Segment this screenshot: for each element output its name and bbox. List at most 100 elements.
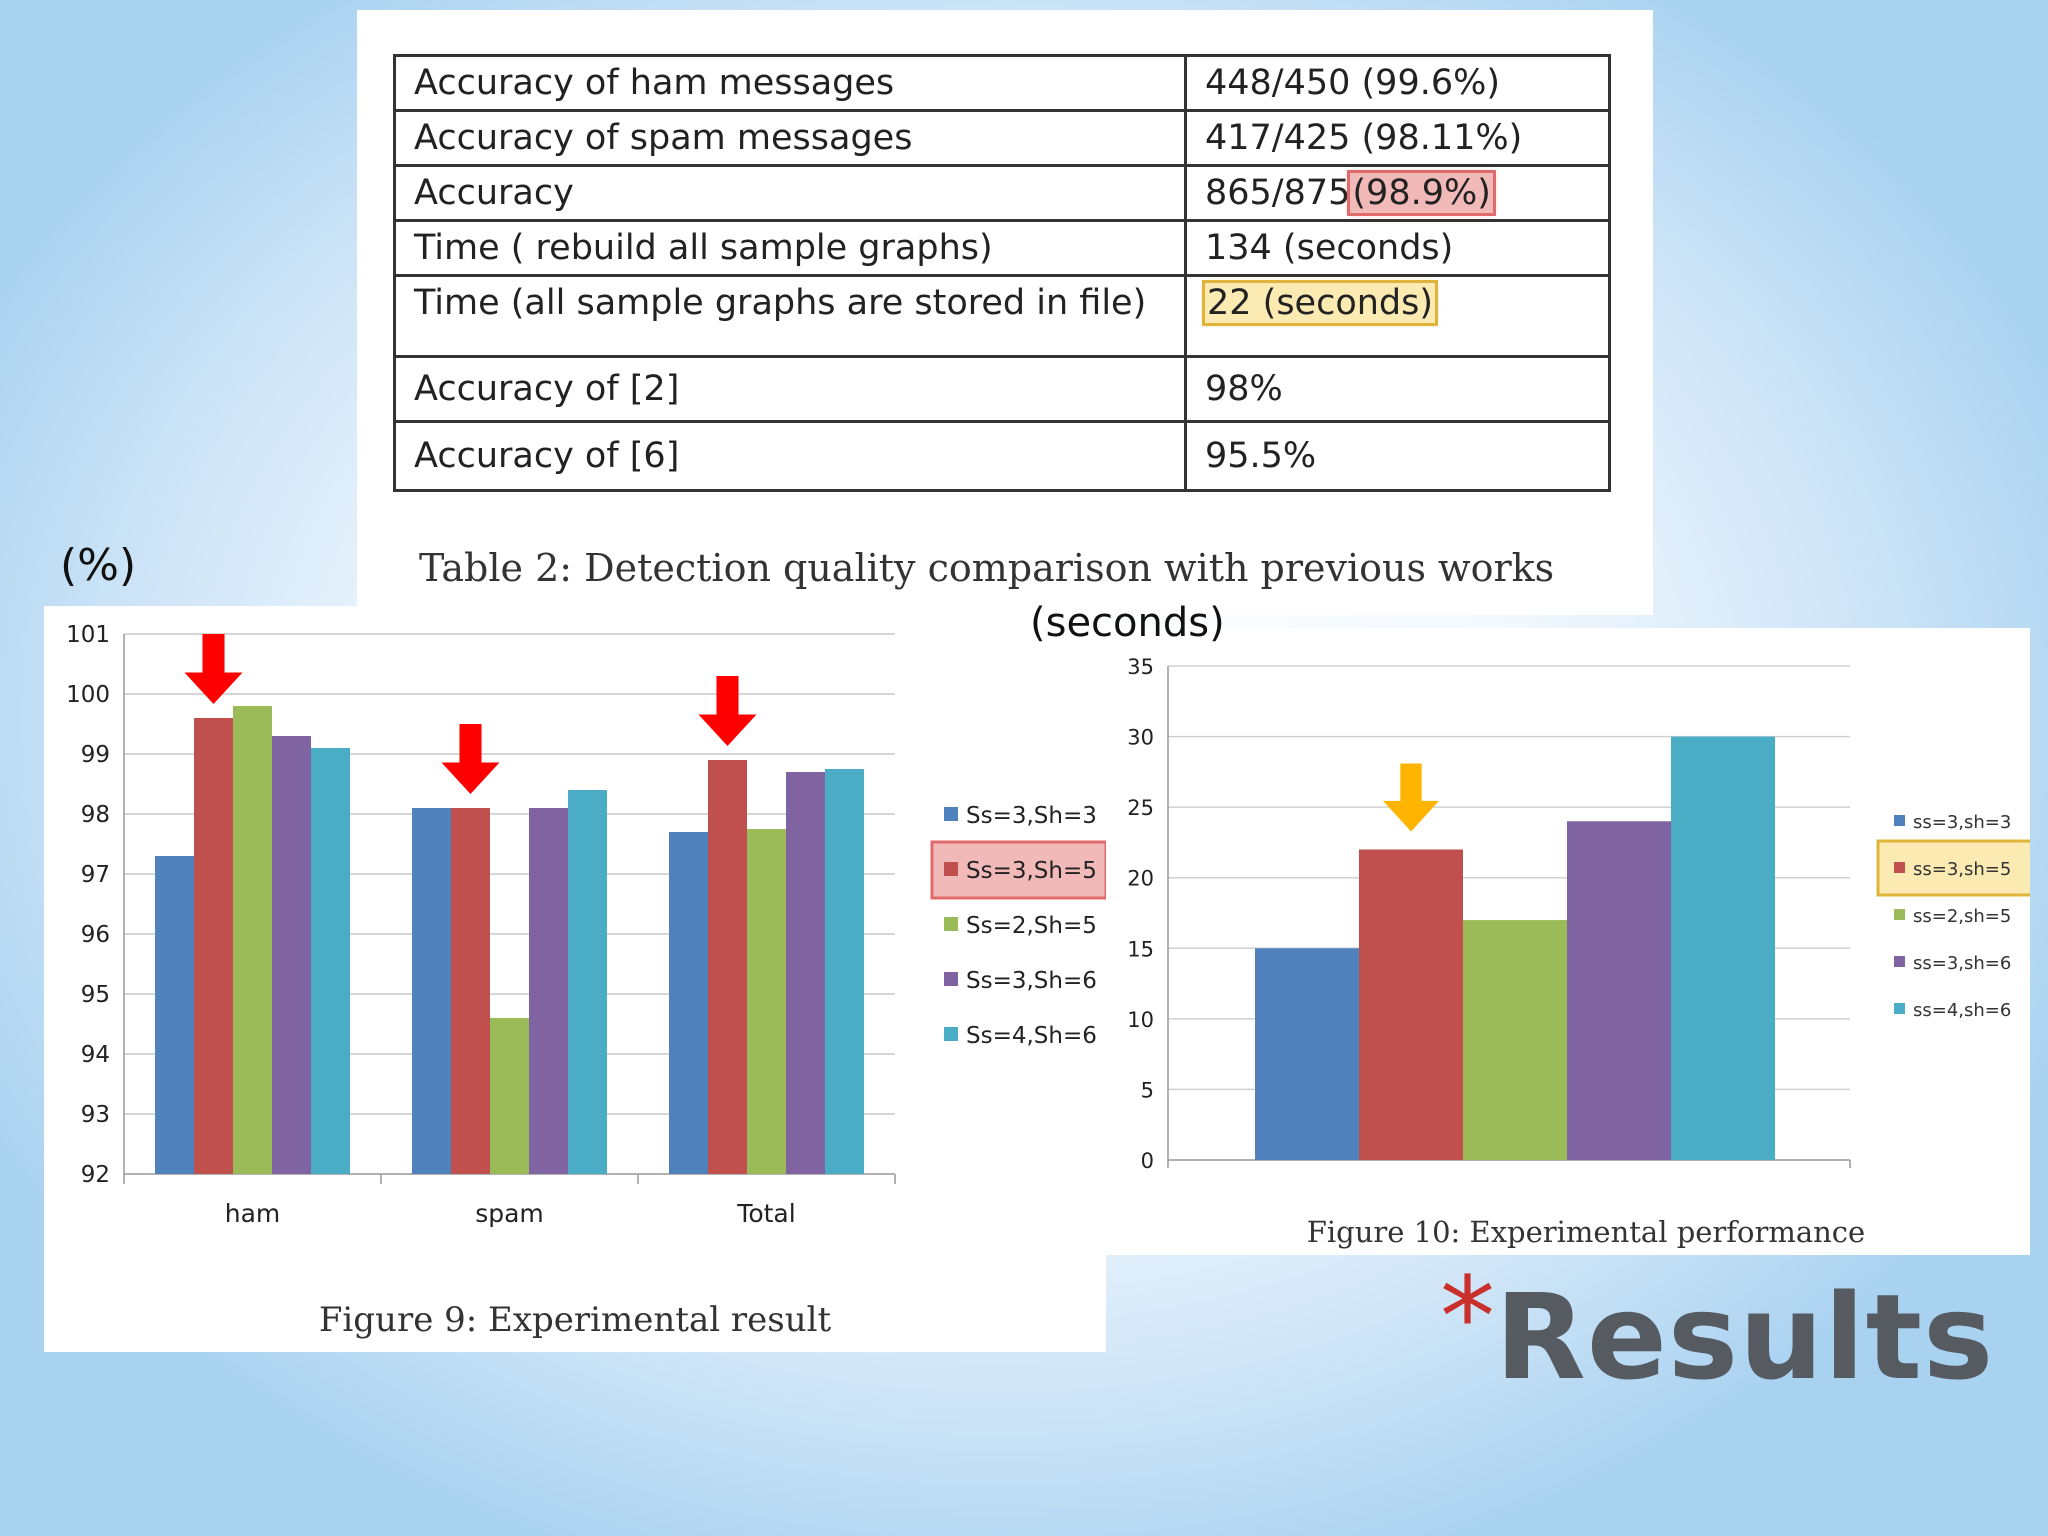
legend-swatch [1894, 815, 1905, 826]
y-tick-label: 101 [66, 622, 110, 648]
table-row: Time (all sample graphs are stored in fi… [393, 274, 1611, 358]
bar [1463, 920, 1567, 1160]
x-tick-label: Total [736, 1199, 795, 1228]
bar [233, 706, 272, 1174]
table-cell-value: 98% [1184, 355, 1611, 423]
figure-10-caption: Figure 10: Experimental performance [1307, 1215, 1865, 1249]
legend-swatch [944, 1027, 958, 1041]
y-tick-label: 20 [1127, 867, 1154, 891]
bar [490, 1018, 529, 1174]
table-caption: Table 2: Detection quality comparison wi… [419, 546, 1555, 590]
x-tick-label: spam [475, 1199, 544, 1228]
slide-title-text: Results [1495, 1268, 1995, 1406]
y-tick-label: 95 [81, 982, 110, 1008]
comparison-table: Accuracy of ham messages 448/450 (99.6%)… [393, 54, 1611, 492]
y-tick-label: 30 [1127, 726, 1154, 750]
legend-swatch [1894, 862, 1905, 873]
y-tick-label: 93 [81, 1102, 110, 1128]
figure-9-unit-label: (%) [60, 540, 137, 591]
table-cell-label: Accuracy of spam messages [393, 109, 1187, 167]
bar [529, 808, 568, 1174]
legend-label: ss=3,sh=3 [1913, 812, 2011, 833]
bar [786, 772, 825, 1174]
x-tick-label: ham [225, 1199, 281, 1228]
legend-label: ss=2,sh=5 [1913, 906, 2011, 927]
legend-label: ss=4,sh=6 [1913, 1000, 2011, 1021]
legend-highlight [930, 840, 1108, 900]
y-tick-label: 35 [1127, 655, 1154, 679]
figure-10-chart: 0 5 10 15 20 25 30 35 ss=3,sh=3 ss=3,sh=5 ss=2,sh=… [1127, 655, 2048, 1249]
legend-label: Ss=2,Sh=5 [966, 913, 1097, 939]
legend-swatch [1894, 909, 1905, 920]
legend-label: Ss=3,Sh=3 [966, 803, 1097, 829]
table-cell-label: Accuracy of ham messages [393, 54, 1187, 112]
bar [194, 718, 233, 1174]
table-cell-value: 865/875(98.9%) [1184, 164, 1611, 222]
slide-title: *Results [1440, 1262, 1995, 1406]
bar [1255, 948, 1359, 1160]
y-tick-label: 99 [81, 742, 110, 768]
table-cell-value: 448/450 (99.6%) [1184, 54, 1611, 112]
y-tick-label: 98 [81, 802, 110, 828]
table-row: Accuracy of spam messages 417/425 (98.11… [393, 109, 1611, 167]
legend-swatch [1894, 956, 1905, 967]
accuracy-highlight: (98.9%) [1347, 170, 1496, 216]
bar [568, 790, 607, 1174]
highlight-arrow [441, 724, 500, 794]
legend-label: ss=3,sh=5 [1913, 859, 2011, 880]
y-tick-label: 96 [81, 922, 110, 948]
figure-9-panel: 92 93 94 95 96 97 98 99 100 101 ham spam Total Ss=3,S… [44, 606, 1108, 1352]
bar [451, 808, 490, 1174]
legend-swatch [944, 862, 958, 876]
bar [1671, 736, 1775, 1160]
y-tick-label: 15 [1127, 937, 1154, 961]
legend-swatch [944, 917, 958, 931]
bar [272, 736, 311, 1174]
bar [747, 829, 786, 1174]
table-cell-label: Accuracy [393, 164, 1187, 222]
bar [825, 769, 864, 1174]
table-cell-label: Accuracy of [2] [393, 355, 1187, 423]
table-row: Accuracy of [6] 95.5% [393, 420, 1611, 492]
highlight-arrow [698, 676, 757, 746]
table-cell-label: Time ( rebuild all sample graphs) [393, 219, 1187, 277]
y-tick-label: 10 [1127, 1008, 1154, 1032]
title-bullet: * [1440, 1253, 1495, 1381]
highlight-arrow [184, 634, 243, 704]
table-cell-label: Accuracy of [6] [393, 420, 1187, 492]
y-tick-label: 97 [81, 862, 110, 888]
legend-label: Ss=4,Sh=6 [966, 1023, 1097, 1049]
table-cell-value: 134 (seconds) [1184, 219, 1611, 277]
figure-9-caption: Figure 9: Experimental result [319, 1300, 832, 1340]
legend-swatch [944, 807, 958, 821]
legend-swatch [1894, 1003, 1905, 1014]
time-highlight: 22 (seconds) [1201, 280, 1439, 326]
bar [1567, 821, 1671, 1160]
highlight-arrow [1383, 763, 1439, 832]
y-tick-label: 25 [1127, 796, 1154, 820]
table-panel: Accuracy of ham messages 448/450 (99.6%)… [357, 10, 1653, 615]
y-tick-label: 92 [81, 1162, 110, 1188]
y-tick-label: 5 [1141, 1078, 1154, 1102]
table-cell-value: 417/425 (98.11%) [1184, 109, 1611, 167]
bar [412, 808, 451, 1174]
y-tick-label: 94 [81, 1042, 110, 1068]
figure-9-chart: 92 93 94 95 96 97 98 99 100 101 ham spam Total Ss=3,S… [66, 622, 1108, 1340]
table-cell-label: Time (all sample graphs are stored in fi… [393, 274, 1187, 358]
y-tick-label: 100 [66, 682, 110, 708]
bar [1359, 849, 1463, 1160]
table-row: Time ( rebuild all sample graphs) 134 (s… [393, 219, 1611, 277]
table-row: Accuracy of [2] 98% [393, 355, 1611, 423]
bar [155, 856, 194, 1174]
table-row: Accuracy of ham messages 448/450 (99.6%) [393, 54, 1611, 112]
figure-10-unit-label: (seconds) [1030, 600, 1225, 646]
legend-label: Ss=3,Sh=6 [966, 968, 1097, 994]
table-cell-value: 95.5% [1184, 420, 1611, 492]
bar [669, 832, 708, 1174]
table-cell-value: 22 (seconds) [1184, 274, 1611, 358]
table-row: Accuracy 865/875(98.9%) [393, 164, 1611, 222]
bar [311, 748, 350, 1174]
legend-label: Ss=3,Sh=5 [966, 858, 1097, 884]
legend-swatch [944, 972, 958, 986]
figure-10-panel: 0 5 10 15 20 25 30 35 ss=3,sh=3 ss=3,sh=5 ss=2,sh=… [1106, 628, 2048, 1255]
